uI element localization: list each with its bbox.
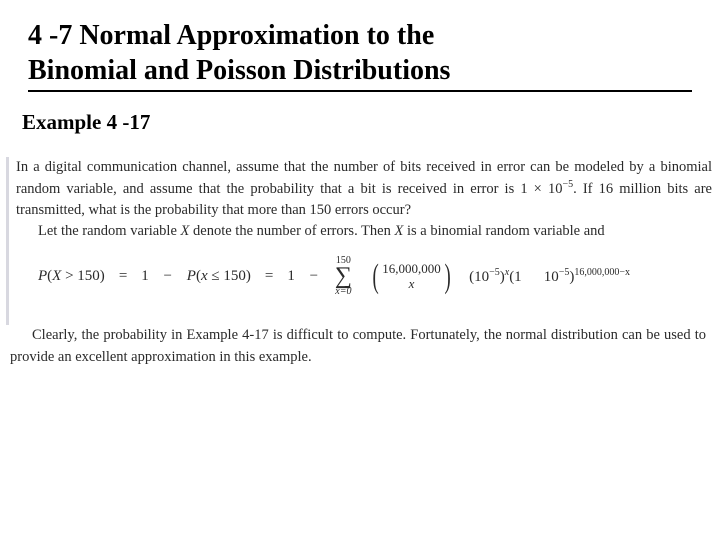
- eq-minus2: −: [309, 268, 319, 285]
- summation: 150 ∑ x=0: [335, 256, 352, 298]
- binomial-coeff: ( 16,000,000 x ): [370, 262, 453, 292]
- p1-s3c: is a binomial random variable and: [403, 223, 604, 239]
- slide: 4 -7 Normal Approximation to the Binomia…: [0, 0, 720, 369]
- left-accent-bar: [6, 157, 9, 325]
- p1-var-x2: X: [394, 223, 403, 239]
- pc: 10: [544, 269, 559, 285]
- title-line-2: Binomial and Poisson Distributions: [28, 53, 692, 88]
- p1-s3b: denote the number of errors. Then: [189, 223, 394, 239]
- example-label: Example 4 -17: [22, 110, 692, 135]
- eq-one1: 1: [141, 268, 149, 285]
- p1-exp: −5: [562, 179, 573, 190]
- p1-s3a: Let the random variable: [38, 223, 181, 239]
- eq-gt: > 150): [61, 268, 104, 284]
- eq-minus1: −: [163, 268, 173, 285]
- pa-exp: −5: [489, 267, 500, 278]
- eq-tail: (10−5)x(110−5)16,000,000−x: [469, 267, 630, 286]
- sum-symbol: ∑: [335, 266, 352, 288]
- eq-X: X: [52, 268, 61, 284]
- binom-inner: 16,000,000 x: [381, 262, 442, 292]
- sum-lower: x=0: [335, 287, 351, 297]
- equation-row: P(X > 150) = 1 − P(x ≤ 150) = 1 − 150 ∑ …: [6, 242, 712, 312]
- p2-text: Clearly, the probability in Example 4-17…: [10, 327, 706, 365]
- eq-x: x: [201, 268, 208, 284]
- eq-one2: 1: [287, 268, 295, 285]
- eq-P1: P: [38, 268, 47, 284]
- eq-eq1: =: [119, 268, 127, 285]
- pc-exp: −5: [559, 267, 570, 278]
- title-block: 4 -7 Normal Approximation to the Binomia…: [28, 18, 692, 92]
- pb: (1: [509, 269, 522, 285]
- eq-eq2: =: [265, 268, 273, 285]
- problem-paragraph: In a digital communication channel, assu…: [6, 157, 712, 242]
- binom-rparen: ): [444, 265, 450, 289]
- binom-bot: x: [409, 277, 415, 292]
- title-line-1: 4 -7 Normal Approximation to the: [28, 18, 692, 53]
- eq-lhs: P(X > 150): [38, 268, 105, 285]
- pa: (10: [469, 269, 489, 285]
- closing-paragraph: Clearly, the probability in Example 4-17…: [6, 311, 712, 369]
- eq-mid: P(x ≤ 150): [187, 268, 251, 285]
- eq-le: ≤ 150): [208, 268, 251, 284]
- binom-top: 16,000,000: [382, 262, 441, 277]
- binom-lparen: (: [372, 265, 378, 289]
- body-region: In a digital communication channel, assu…: [6, 157, 712, 369]
- eq-P2: P: [187, 268, 196, 284]
- tail-exponent: 16,000,000−x: [574, 267, 630, 278]
